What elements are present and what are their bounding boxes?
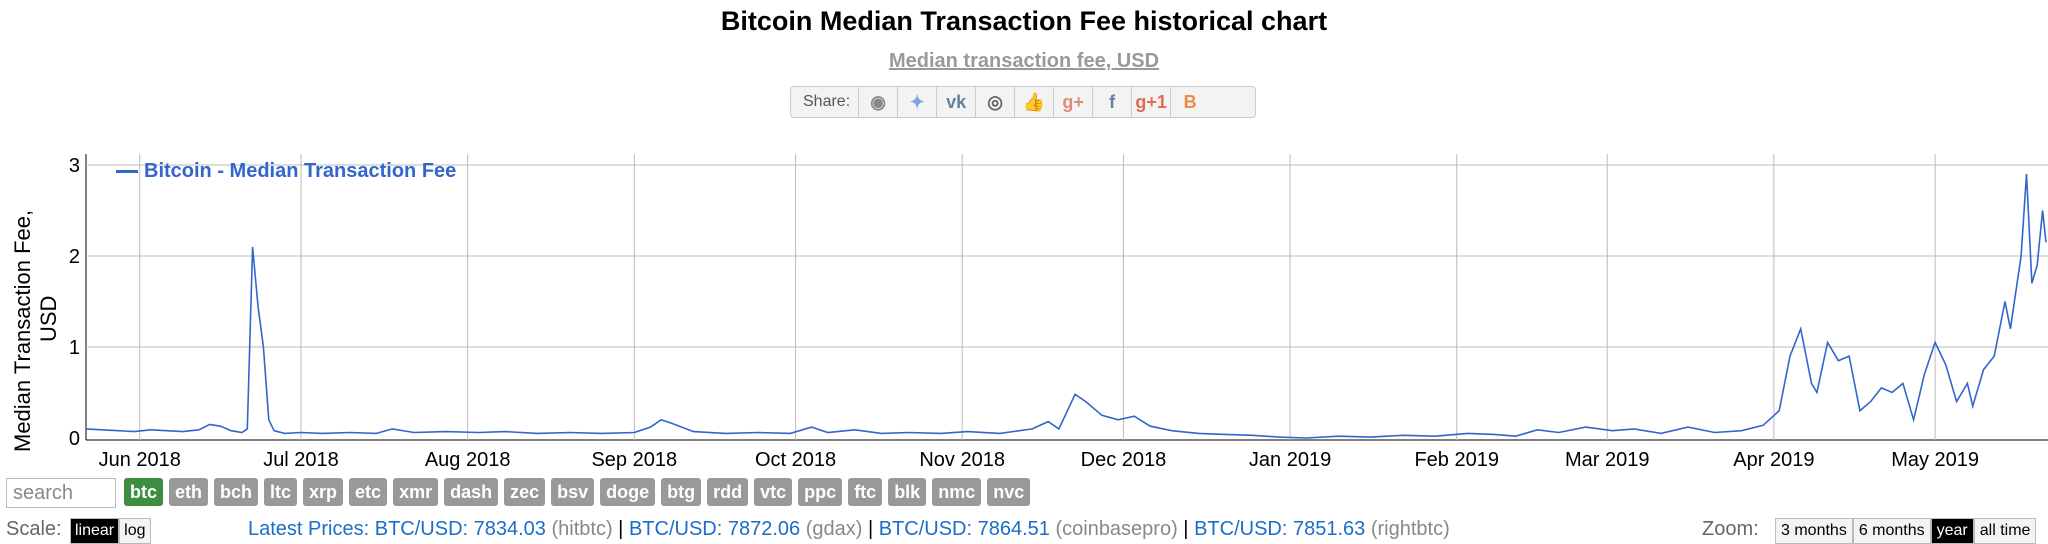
zoom-buttons: 3 months 6 months year all time <box>1775 518 2037 544</box>
x-tick-label: Feb 2019 <box>1414 449 1499 471</box>
y-axis-label-unit: USD <box>36 295 61 342</box>
price-items: BTC/USD: 7834.03 (hitbtc) | BTC/USD: 787… <box>375 518 1450 540</box>
coin-tab-rdd[interactable]: rdd <box>707 478 749 506</box>
scale-buttons: linear log <box>70 518 151 544</box>
reddit-icon[interactable]: ◉ <box>858 87 897 117</box>
price-value[interactable]: BTC/USD: 7851.63 <box>1194 518 1366 540</box>
share-bar: Share: ◉ ✦ vk ◎ 👍 g+ f g+1 B <box>790 86 1256 118</box>
x-tick-label: Jan 2019 <box>1249 449 1331 471</box>
zoom-all-time-button[interactable]: all time <box>1973 518 2037 544</box>
price-source: (gdax) <box>800 518 863 540</box>
scale-linear-button[interactable]: linear <box>70 518 120 544</box>
chart-title: Bitcoin Median Transaction Fee historica… <box>720 6 1328 36</box>
x-tick-label: May 2019 <box>1891 449 1979 471</box>
price-separator: | <box>1177 518 1195 540</box>
like-icon[interactable]: 👍 <box>1014 87 1053 117</box>
facebook-icon[interactable]: f <box>1092 87 1131 117</box>
coin-tab-btc[interactable]: btc <box>124 478 163 506</box>
x-tick-label: Jul 2018 <box>263 449 339 471</box>
coin-tab-eth[interactable]: eth <box>169 478 208 506</box>
google-plus-one-icon[interactable]: g+1 <box>1131 87 1170 117</box>
chart-subtitle[interactable]: Median transaction fee, USD <box>888 50 1160 72</box>
legend-label: Bitcoin - Median Transaction Fee <box>144 160 457 182</box>
zoom-3-months-button[interactable]: 3 months <box>1775 518 1853 544</box>
zoom-6-months-button[interactable]: 6 months <box>1852 518 1931 544</box>
price-separator: | <box>612 518 629 540</box>
coin-tab-nvc[interactable]: nvc <box>987 478 1031 506</box>
x-tick-label: Oct 2018 <box>755 449 836 471</box>
coin-tab-ppc[interactable]: ppc <box>798 478 843 506</box>
legend[interactable]: Bitcoin - Median Transaction Fee <box>116 160 456 183</box>
y-tick-label: 3 <box>69 155 80 177</box>
latest-prices-label: Latest Prices: <box>248 518 370 540</box>
x-tick-label: Apr 2019 <box>1733 449 1814 471</box>
share-label: Share: <box>803 93 851 110</box>
coin-tab-etc[interactable]: etc <box>349 478 388 506</box>
x-axis-ticks: Jun 2018 Jul 2018 Aug 2018 Sep 2018 Oct 2018… <box>99 449 1979 471</box>
grid <box>85 154 2048 441</box>
series-line-bitcoin-median-fee <box>85 174 2047 439</box>
x-tick-label: Dec 2018 <box>1081 449 1167 471</box>
coin-tab-zec[interactable]: zec <box>504 478 546 506</box>
y-axis-ticks: 0 1 2 3 <box>69 155 80 450</box>
x-tick-label: Sep 2018 <box>591 449 677 471</box>
price-source: (hitbtc) <box>545 518 613 540</box>
vk-icon[interactable]: vk <box>936 87 975 117</box>
fee-line-chart: 0 1 2 3 Jun 2018 Jul 2018 Aug 2018 Sep 2018 Oct… <box>69 154 2048 471</box>
zoom-label: Zoom: <box>1702 518 1759 540</box>
legend-swatch <box>116 170 138 173</box>
google-plus-icon[interactable]: g+ <box>1053 87 1092 117</box>
coin-tabs: btc eth bch ltc xrp etc xmr dash zec bsv doge btg rd… <box>124 478 1036 506</box>
coin-tab-ltc[interactable]: ltc <box>264 478 298 506</box>
y-tick-label: 0 <box>69 428 80 450</box>
y-tick-label: 1 <box>69 337 80 359</box>
coin-tab-xmr[interactable]: xmr <box>393 478 439 506</box>
search-input[interactable] <box>6 478 116 508</box>
coin-tab-dash[interactable]: dash <box>444 478 499 506</box>
blogger-icon[interactable]: B <box>1170 87 1209 117</box>
coin-tab-vtc[interactable]: vtc <box>754 478 793 506</box>
price-value[interactable]: BTC/USD: 7834.03 <box>374 518 546 540</box>
price-source: (coinbasepro) <box>1049 518 1178 540</box>
y-axis-label: Median Transaction Fee, <box>10 209 35 452</box>
coin-tab-bsv[interactable]: bsv <box>551 478 595 506</box>
coin-tab-bch[interactable]: bch <box>214 478 259 506</box>
coin-tab-btg[interactable]: btg <box>661 478 702 506</box>
x-tick-label: Jun 2018 <box>99 449 181 471</box>
price-value[interactable]: BTC/USD: 7864.51 <box>878 518 1050 540</box>
x-tick-label: Aug 2018 <box>425 449 511 471</box>
coin-tab-xrp[interactable]: xrp <box>303 478 344 506</box>
scale-log-button[interactable]: log <box>119 518 151 544</box>
price-separator: | <box>862 518 879 540</box>
weibo-icon[interactable]: ◎ <box>975 87 1014 117</box>
coin-tab-ftc[interactable]: ftc <box>848 478 883 506</box>
twitter-icon[interactable]: ✦ <box>897 87 936 117</box>
coin-tab-nmc[interactable]: nmc <box>932 478 982 506</box>
x-tick-label: Nov 2018 <box>919 449 1005 471</box>
coin-tab-doge[interactable]: doge <box>600 478 656 506</box>
zoom-year-button[interactable]: year <box>1930 518 1974 544</box>
coin-tab-blk[interactable]: blk <box>888 478 927 506</box>
price-source: (rightbtc) <box>1365 518 1450 540</box>
price-value[interactable]: BTC/USD: 7872.06 <box>628 518 801 540</box>
scale-label: Scale: <box>6 518 62 540</box>
latest-prices: Latest Prices: BTC/USD: 7834.03 (hitbtc)… <box>248 518 1450 541</box>
y-tick-label: 2 <box>69 246 80 268</box>
x-tick-label: Mar 2019 <box>1565 449 1650 471</box>
